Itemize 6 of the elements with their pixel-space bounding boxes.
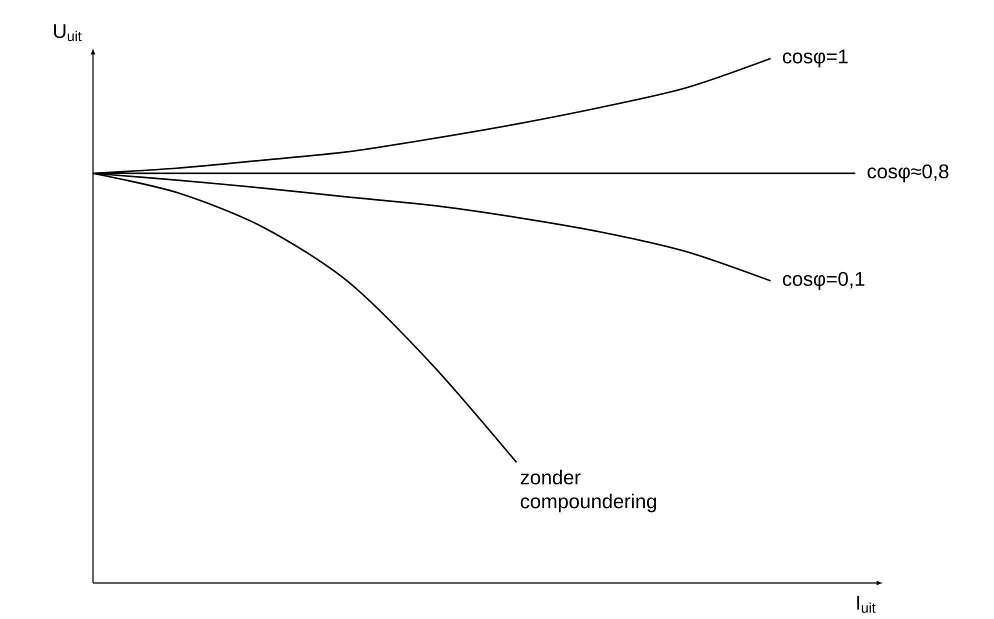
series-label: cosφ=0,1 [782,272,864,290]
series-label: cosφ≈0,8 [868,164,948,182]
series-label: cosφ=1 [782,49,848,68]
series-label: zonder compoundering [520,470,656,512]
y-axis-title: U$_{uit}$ [54,24,82,41]
x-axis-title: I$_{uit}$ [857,596,876,613]
